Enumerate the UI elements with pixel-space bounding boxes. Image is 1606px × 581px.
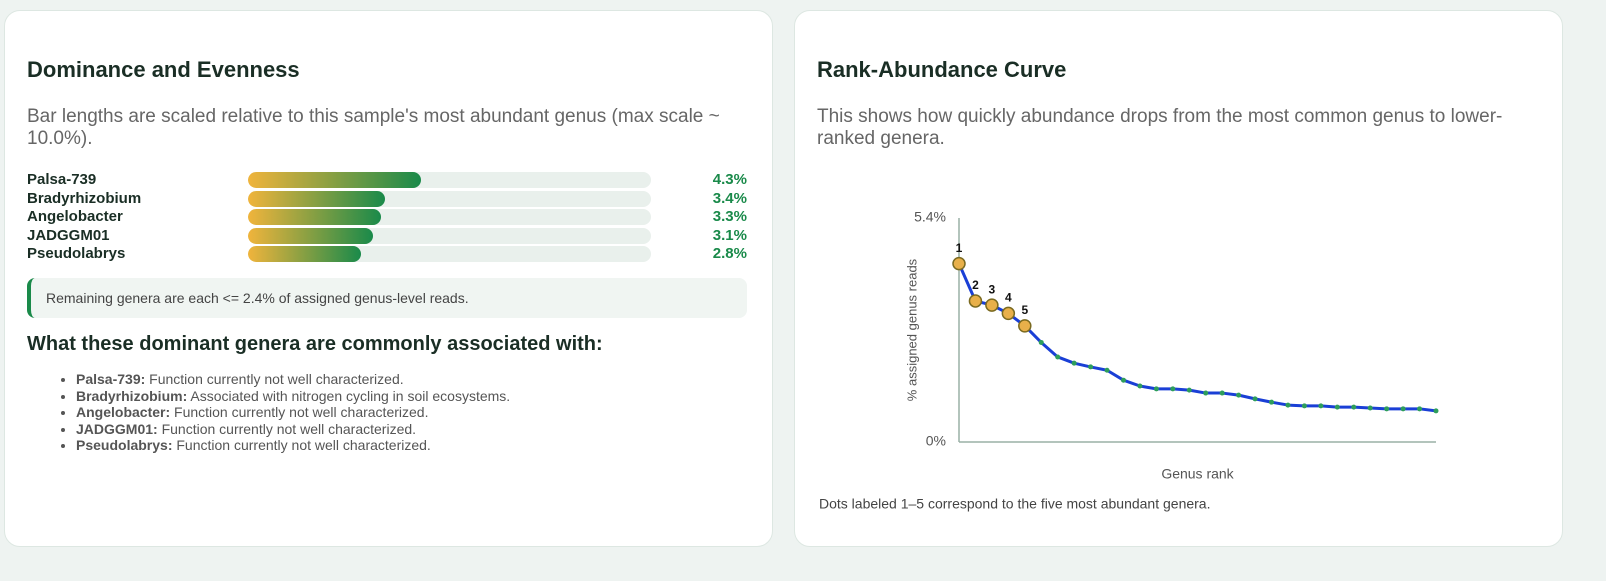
- association-text: Function currently not well characterize…: [149, 371, 404, 387]
- card-subtitle: This shows how quickly abundance drops f…: [817, 106, 1503, 149]
- genus-name: Bradyrhizobium:: [76, 387, 188, 404]
- highlight-point: [985, 298, 999, 312]
- y-tick-label: 5.4%: [914, 209, 946, 225]
- point: [1252, 396, 1258, 402]
- dominance-card: Dominance and Evenness Bar lengths are s…: [4, 10, 773, 547]
- card-subtitle: Bar lengths are scaled relative to this …: [27, 106, 720, 149]
- bar-track: [248, 246, 651, 262]
- bar-row: Angelobacter 3.3%: [27, 208, 747, 226]
- genus-name: JADGGM01:: [76, 420, 158, 437]
- y-axis-label: % assigned genus reads: [904, 258, 919, 401]
- point: [1417, 406, 1423, 412]
- point: [1137, 383, 1143, 389]
- highlight-point: [1001, 306, 1016, 321]
- point: [1367, 405, 1373, 411]
- association-text: Function currently not well characterize…: [176, 437, 431, 454]
- point: [1203, 390, 1209, 396]
- bar-label: Angelobacter: [27, 208, 123, 225]
- point: [1219, 390, 1225, 396]
- point: [1088, 364, 1094, 370]
- value-label: 3.4%: [712, 189, 747, 207]
- note: Remaining genera are each <= 2.4% of ass…: [27, 278, 747, 318]
- association-list: Palsa-739: Function currently not well c…: [27, 371, 510, 454]
- point: [1170, 386, 1176, 392]
- point: [1433, 408, 1439, 414]
- point: [1351, 404, 1357, 410]
- point-label: 4: [1005, 291, 1012, 305]
- bar-track: [248, 209, 651, 225]
- association-item: JADGGM01: Function currently not well ch…: [76, 421, 510, 438]
- point: [1104, 367, 1110, 373]
- point: [1269, 399, 1275, 405]
- x-axis-label: Genus rank: [1161, 466, 1234, 482]
- point-label: 2: [972, 278, 979, 292]
- chart: Dots labeled 1–5 correspond to the five …: [819, 209, 1439, 512]
- bar-row: Palsa-739 4.3%: [27, 171, 747, 189]
- association-item: Palsa-739: Function currently not well c…: [76, 371, 510, 388]
- y-tick-label: 0%: [926, 433, 946, 449]
- association-item: Bradyrhizobium: Associated with nitrogen…: [76, 388, 510, 405]
- point-label: 1: [956, 241, 963, 255]
- chart-note: Dots labeled 1–5 correspond to the five …: [819, 496, 1210, 512]
- point: [1318, 403, 1324, 409]
- bar: [248, 190, 386, 207]
- value-label: 3.3%: [712, 208, 747, 225]
- value-label: 3.1%: [712, 226, 747, 244]
- point: [1301, 403, 1307, 409]
- highlight-point: [952, 256, 966, 271]
- card-title: Dominance and Evenness: [27, 57, 300, 82]
- bar-track: [248, 190, 651, 207]
- bar-label: Palsa-739: [27, 171, 97, 188]
- point: [1285, 402, 1291, 408]
- point: [1038, 339, 1044, 345]
- bar-label: JADGGM01: [27, 226, 110, 244]
- association-item: Pseudolabrys: Function currently not wel…: [76, 437, 510, 454]
- bar: [248, 172, 422, 188]
- bar: [248, 209, 381, 225]
- genus-name: Palsa-739:: [76, 371, 146, 387]
- association-text: Function currently not well characterize…: [174, 404, 429, 421]
- highlight-point: [1018, 319, 1032, 333]
- bar: [248, 246, 361, 262]
- point: [1400, 406, 1406, 412]
- bar-track: [248, 227, 651, 244]
- point: [1120, 377, 1126, 383]
- bar-label: Bradyrhizobium: [27, 189, 142, 207]
- association-text: Associated with nitrogen cycling in soil…: [190, 387, 511, 404]
- association-item: Angelobacter: Function currently not wel…: [76, 404, 510, 421]
- bar: [248, 227, 373, 244]
- bar-track: [248, 172, 651, 188]
- bar-row: JADGGM01 3.1%: [27, 227, 747, 245]
- point: [1334, 404, 1340, 410]
- point: [1384, 406, 1390, 412]
- bar-row: Bradyrhizobium 3.4%: [27, 190, 747, 208]
- bar-label: Pseudolabrys: [27, 245, 126, 262]
- genus-name: Angelobacter:: [76, 404, 171, 421]
- value-label: 4.3%: [712, 171, 747, 188]
- bar-row: Pseudolabrys 2.8%: [27, 245, 747, 263]
- rank-abundance-card: Rank-Abundance Curve This shows how quic…: [794, 10, 1563, 547]
- line: [957, 263, 1437, 413]
- section-heading: What these dominant genera are commonly …: [27, 333, 603, 355]
- value-label: 2.8%: [712, 245, 747, 262]
- association-text: Function currently not well characterize…: [161, 420, 417, 437]
- point: [1153, 386, 1159, 392]
- card-title: Rank-Abundance Curve: [817, 57, 1067, 82]
- highlight-point: [968, 294, 983, 308]
- page: {"chart_data": [ {"type": "bar", "title"…: [0, 0, 1606, 562]
- point: [1186, 387, 1192, 393]
- point-label: 3: [989, 282, 996, 296]
- point: [1071, 360, 1077, 366]
- point: [1236, 392, 1242, 398]
- point: [1055, 354, 1061, 360]
- point-label: 5: [1021, 303, 1028, 317]
- genus-name: Pseudolabrys:: [76, 437, 173, 454]
